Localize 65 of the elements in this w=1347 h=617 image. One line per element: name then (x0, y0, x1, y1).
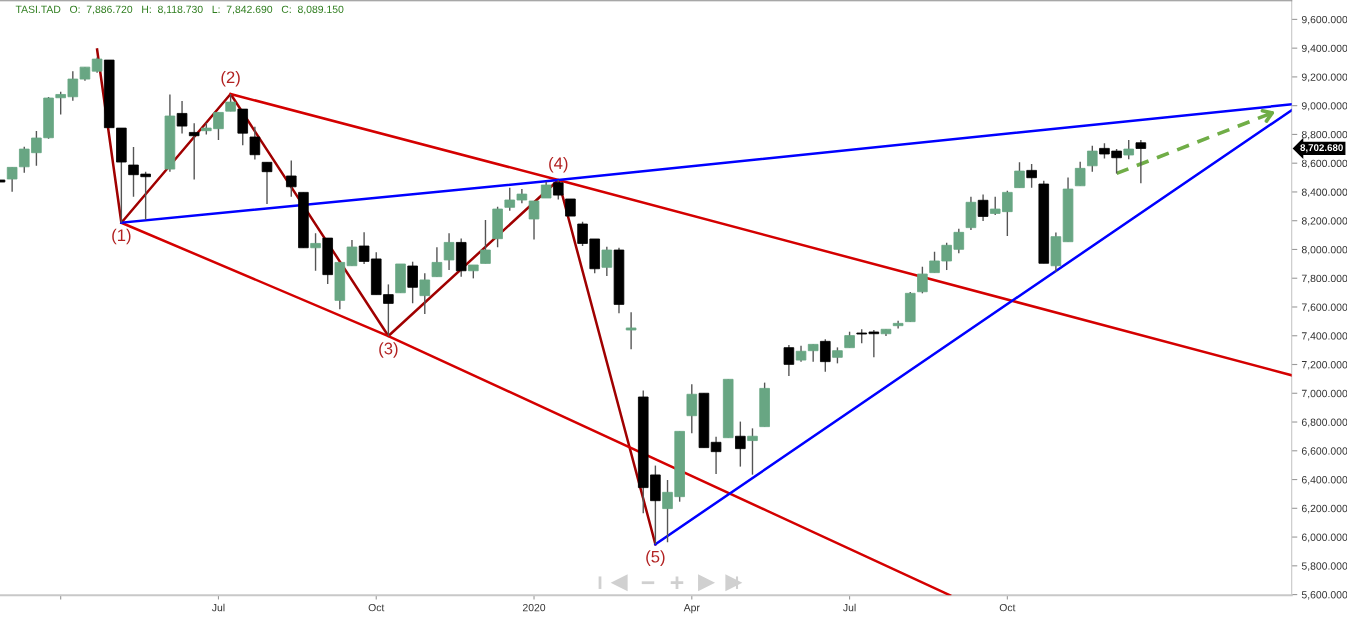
y-tick-label: 8,400.000 (1301, 188, 1347, 198)
candlestick (1026, 163, 1037, 189)
candlestick (431, 246, 443, 278)
annotation: (4) (549, 156, 568, 173)
y-tick-label: 6,600.000 (1301, 447, 1347, 456)
y-tick-label: 6,400.000 (1301, 476, 1347, 485)
y-tick-label: 7,400.000 (1301, 332, 1347, 341)
x-tick-label: 2020 (522, 603, 546, 612)
annotation: (3) (379, 342, 398, 358)
x-tick-label: Apr (683, 604, 700, 614)
annotation: (2) (221, 70, 240, 87)
candlestick (286, 159, 297, 198)
text: 8,702.680 (1300, 144, 1343, 153)
candlestick (6, 166, 18, 193)
candlestick (188, 122, 200, 181)
candlestick (820, 338, 831, 373)
candlestick (917, 266, 928, 295)
y-tick-label: 8,800.000 (1301, 130, 1347, 140)
candlestick (783, 344, 795, 377)
candlestick (480, 219, 491, 265)
y-tick-label: 7,200.000 (1301, 361, 1347, 370)
y-tick-label: 5,600.000 (1301, 591, 1347, 600)
y-tick-label: 6,800.000 (1301, 418, 1347, 428)
y-tick-label: 9,000.000 (1301, 102, 1347, 111)
y-tick-label: 7,800.000 (1301, 274, 1347, 284)
x-tick-label: Jul (211, 603, 225, 612)
candlestick (261, 161, 273, 205)
candlestick (1014, 161, 1025, 189)
x-tick-label: Oct (368, 603, 385, 612)
candlestick (747, 427, 758, 476)
candlestick (1135, 139, 1147, 185)
candlestick (407, 260, 418, 304)
annotation: (5) (646, 550, 665, 566)
y-tick-label: 7,000.000 (1301, 389, 1347, 399)
y-tick-label: 6,200.000 (1301, 504, 1347, 514)
y-tick-label: 9,400.000 (1301, 44, 1347, 54)
y-tick-label: 7,600.000 (1301, 303, 1347, 313)
candlestick (735, 420, 746, 468)
candlestick (1087, 144, 1098, 173)
y-tick-label: 8,200.000 (1301, 217, 1347, 226)
candlestick (1074, 161, 1086, 187)
x-tick-label: Oct (999, 603, 1016, 612)
y-tick-label: 8,000.000 (1301, 245, 1347, 255)
y-tick-label: 8,600.000 (1301, 159, 1347, 169)
y-tick-label: 9,600.000 (1301, 15, 1347, 25)
candlestick (977, 193, 989, 222)
x-tick-label: Jul (843, 603, 856, 612)
candlestick (310, 232, 321, 272)
candlestick (710, 435, 722, 475)
candlestick (686, 383, 698, 434)
candlestick (807, 343, 819, 363)
y-tick-label: 6,000.000 (1301, 533, 1347, 543)
y-tick-label: 5,800.000 (1301, 562, 1347, 571)
candlestick (249, 126, 261, 161)
annotation: (1) (112, 228, 131, 245)
candlestick (419, 272, 431, 315)
chart-title: TASI.TAD O: 7,886.720 H: 8,118.730 L: 7,842.690 C: 8,089.150 (15, 5, 344, 15)
candlestick (1123, 139, 1134, 161)
y-tick-label: 9,200.000 (1301, 73, 1347, 83)
candlestick (443, 232, 455, 271)
candlestick (528, 200, 540, 241)
candlestick (625, 311, 637, 350)
candlestick (601, 246, 613, 277)
candlestick (176, 100, 188, 135)
candlestick (553, 179, 564, 201)
